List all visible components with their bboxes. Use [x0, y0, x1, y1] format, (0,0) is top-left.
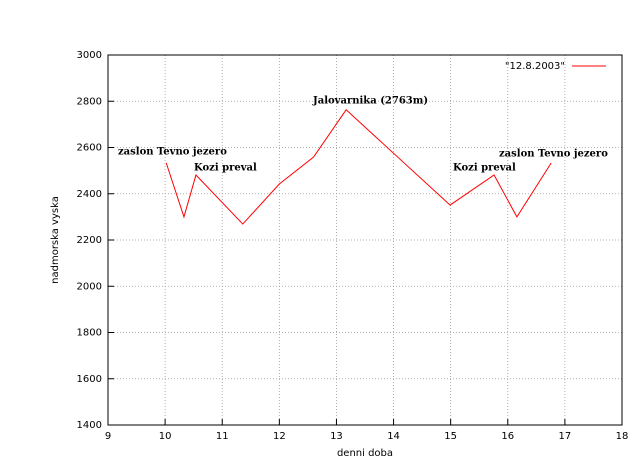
legend-label: "12.8.2003": [505, 61, 565, 72]
x-tick-label: 16: [501, 431, 514, 442]
annotation: Jalovarnika (2763m): [312, 96, 428, 107]
x-tick-label: 12: [273, 431, 286, 442]
x-axis-label: denni doba: [337, 448, 393, 459]
y-tick-label: 2800: [77, 96, 102, 107]
x-tick-label: 9: [105, 431, 111, 442]
x-tick-label: 13: [330, 431, 343, 442]
annotation: zaslon Tevno jezero: [499, 149, 608, 160]
annotation: zaslon Tevno jezero: [118, 147, 227, 158]
y-tick-label: 1800: [77, 328, 102, 339]
x-tick-label: 17: [559, 431, 572, 442]
x-tick-label: 14: [387, 431, 400, 442]
line: [165, 109, 552, 225]
y-tick-label: 2400: [77, 189, 102, 200]
y-axis-label: nadmorska vyska: [50, 196, 61, 284]
x-tick-label: 15: [444, 431, 457, 442]
x-tick-label: 10: [159, 431, 172, 442]
x-tick-label: 18: [616, 431, 629, 442]
y-tick-label: 1400: [77, 420, 102, 431]
y-tick-label: 1600: [77, 374, 102, 385]
annotation: Kozi preval: [453, 163, 516, 174]
plot-frame: [107, 54, 623, 426]
annotation: Kozi preval: [194, 163, 257, 174]
y-tick-label: 3000: [77, 50, 102, 61]
y-tick-label: 2000: [77, 281, 102, 292]
x-tick-label: 11: [216, 431, 229, 442]
y-tick-label: 2600: [77, 143, 102, 154]
y-tick-label: 2200: [77, 235, 102, 246]
